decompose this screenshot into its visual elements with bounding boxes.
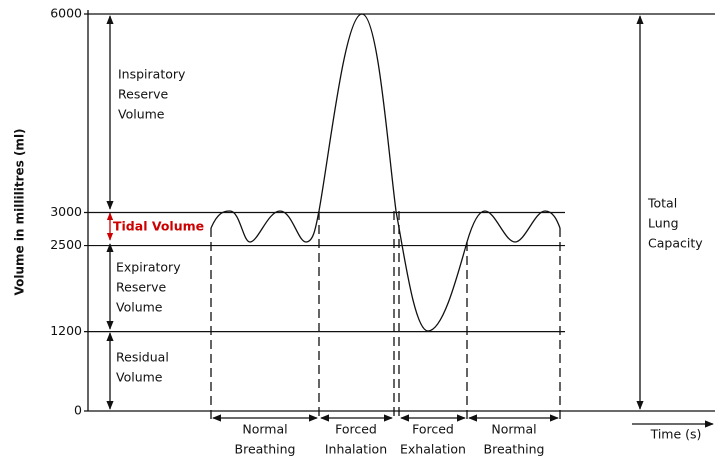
phase-label: Forced xyxy=(335,422,377,437)
rv-label: Volume xyxy=(116,370,163,385)
erv-label: Volume xyxy=(116,300,163,315)
y-tick-label: 1200 xyxy=(50,323,82,338)
x-axis-label: Time (s) xyxy=(650,427,702,442)
phase-label: Normal xyxy=(491,422,536,437)
spirogram-curve xyxy=(210,13,561,332)
y-tick-label: 3000 xyxy=(50,204,82,219)
irv-label: Reserve xyxy=(118,87,169,102)
rv-label: Residual xyxy=(116,350,169,365)
phase-label: Breathing xyxy=(235,442,296,457)
phase-label: Breathing xyxy=(484,442,545,457)
y-tick-label: 6000 xyxy=(50,6,82,21)
phase-label: Normal xyxy=(242,422,287,437)
y-tick-label: 0 xyxy=(74,403,82,418)
phase-label: Inhalation xyxy=(325,442,387,457)
y-tick-label: 2500 xyxy=(50,237,82,252)
tlc-label: Capacity xyxy=(648,236,703,251)
erv-label: Expiratory xyxy=(116,260,181,275)
tlc-label: Lung xyxy=(648,216,679,231)
phase-dividers xyxy=(210,211,561,420)
phase-label: Forced xyxy=(412,422,454,437)
phase-label: Exhalation xyxy=(400,442,466,457)
erv-label: Reserve xyxy=(116,280,167,295)
tlc-label: Total xyxy=(647,196,677,211)
y-axis-label: Volume in millilitres (ml) xyxy=(13,128,27,295)
irv-label: Inspiratory xyxy=(118,67,186,82)
tidal-label: Tidal Volume xyxy=(113,219,204,234)
irv-label: Volume xyxy=(118,107,165,122)
